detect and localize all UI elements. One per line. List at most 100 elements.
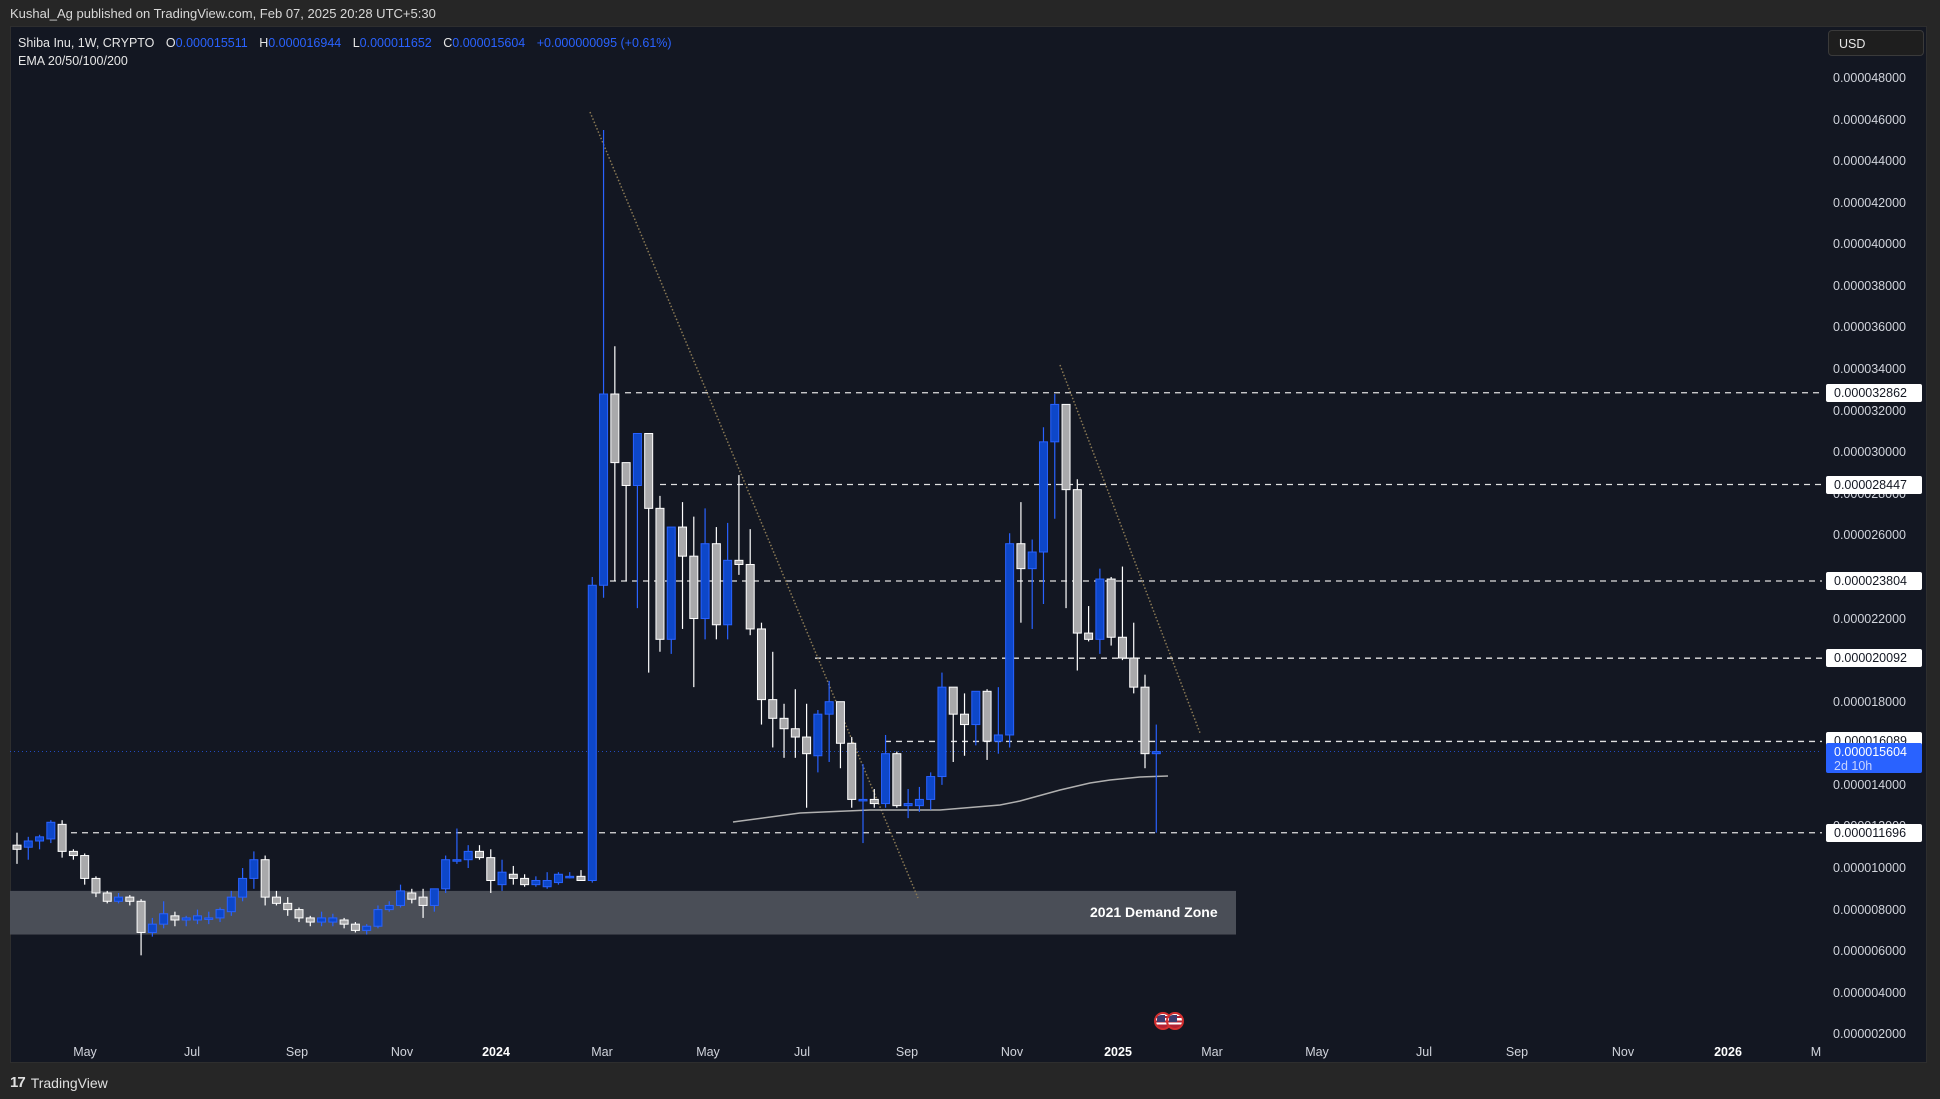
candle[interactable] (1061, 403, 1071, 609)
candle[interactable] (971, 690, 981, 746)
candle[interactable] (711, 527, 721, 640)
candle[interactable] (80, 853, 90, 885)
candle[interactable] (125, 895, 135, 906)
candle[interactable] (418, 888, 428, 918)
candle[interactable] (1084, 606, 1094, 642)
candle[interactable] (362, 924, 372, 935)
trendline[interactable] (1059, 364, 1201, 734)
candle[interactable] (1050, 394, 1060, 519)
candle[interactable] (1151, 724, 1161, 833)
candle[interactable] (508, 865, 518, 885)
candle[interactable] (474, 845, 484, 860)
candle[interactable] (621, 462, 631, 582)
candle[interactable] (350, 922, 360, 933)
candle[interactable] (993, 687, 1003, 754)
time-axis[interactable]: May Jul Sep Nov 2024 Mar May Jul Sep Nov 2025 Mar Ma… (10, 1036, 1822, 1062)
candle[interactable] (1038, 427, 1048, 604)
candle[interactable] (723, 522, 733, 640)
candle[interactable] (68, 849, 78, 860)
candle[interactable] (632, 433, 642, 609)
candle[interactable] (914, 786, 924, 812)
currency-button[interactable]: USD (1828, 30, 1924, 56)
candle[interactable] (1140, 674, 1150, 769)
candle[interactable] (824, 680, 834, 762)
candle[interactable] (689, 516, 699, 688)
candle[interactable] (599, 129, 609, 598)
candle[interactable] (147, 917, 157, 937)
candle[interactable] (734, 475, 744, 575)
candle[interactable] (1095, 568, 1105, 654)
candle[interactable] (960, 693, 970, 756)
candle[interactable] (813, 710, 823, 773)
candle[interactable] (328, 913, 338, 927)
candle[interactable] (339, 917, 349, 929)
candle[interactable] (452, 828, 462, 864)
candle[interactable] (869, 789, 879, 808)
candle[interactable] (644, 433, 654, 673)
candle[interactable] (745, 529, 755, 636)
candle[interactable] (892, 751, 902, 808)
candle[interactable] (903, 789, 913, 819)
candle[interactable] (1005, 533, 1015, 748)
candle[interactable] (1016, 502, 1026, 623)
candle[interactable] (553, 872, 563, 885)
candle[interactable] (497, 859, 507, 891)
candlestick-chart[interactable] (10, 26, 1822, 1036)
candle[interactable] (57, 820, 67, 858)
candle[interactable] (802, 703, 812, 808)
candle[interactable] (12, 832, 22, 864)
candle[interactable] (576, 870, 586, 881)
candle[interactable] (1117, 566, 1127, 661)
candle[interactable] (373, 905, 383, 929)
candle[interactable] (678, 502, 688, 629)
candle[interactable] (384, 901, 394, 912)
candle[interactable] (441, 855, 451, 893)
candle[interactable] (271, 890, 281, 906)
candle[interactable] (531, 876, 541, 887)
candle[interactable] (249, 851, 259, 889)
candle[interactable] (587, 576, 597, 883)
candle[interactable] (655, 495, 665, 652)
symbol-name[interactable]: Shiba Inu, 1W, CRYPTO (18, 36, 155, 50)
candle[interactable] (159, 901, 169, 929)
indicator-legend[interactable]: EMA 20/50/100/200 (18, 54, 128, 68)
candle[interactable] (226, 890, 236, 916)
candle[interactable] (1106, 576, 1116, 646)
candle[interactable] (790, 689, 800, 758)
candle[interactable] (463, 845, 473, 869)
candle[interactable] (204, 911, 214, 925)
candle[interactable] (136, 899, 146, 956)
candle[interactable] (847, 737, 857, 808)
candle[interactable] (46, 820, 56, 844)
candle[interactable] (407, 888, 417, 904)
candle[interactable] (835, 701, 845, 769)
candle[interactable] (215, 907, 225, 923)
candle[interactable] (779, 703, 789, 758)
candle[interactable] (610, 346, 620, 582)
candle[interactable] (91, 876, 101, 898)
candle[interactable] (768, 651, 778, 748)
candle[interactable] (937, 672, 947, 785)
candle[interactable] (260, 855, 270, 906)
us-flag-icon[interactable] (1166, 1012, 1184, 1030)
candle[interactable] (666, 526, 676, 654)
candle[interactable] (948, 686, 958, 762)
candle[interactable] (542, 872, 552, 889)
candle[interactable] (23, 836, 33, 860)
demand-zone[interactable] (10, 890, 1236, 935)
candle[interactable] (396, 884, 406, 908)
candle[interactable] (982, 689, 992, 760)
candle[interactable] (170, 911, 180, 927)
candle[interactable] (858, 764, 868, 844)
candle[interactable] (700, 508, 710, 640)
candle[interactable] (565, 872, 575, 879)
candle[interactable] (486, 849, 496, 893)
chart-pane[interactable] (10, 26, 1927, 1063)
candle[interactable] (881, 734, 891, 808)
candle[interactable] (1027, 539, 1037, 629)
candle[interactable] (926, 772, 936, 810)
price-axis[interactable]: 0.000048000 0.000046000 0.000044000 0.00004… (1822, 26, 1927, 1041)
ema-line[interactable] (732, 775, 1169, 823)
candle[interactable] (294, 907, 304, 923)
candle[interactable] (102, 890, 112, 904)
